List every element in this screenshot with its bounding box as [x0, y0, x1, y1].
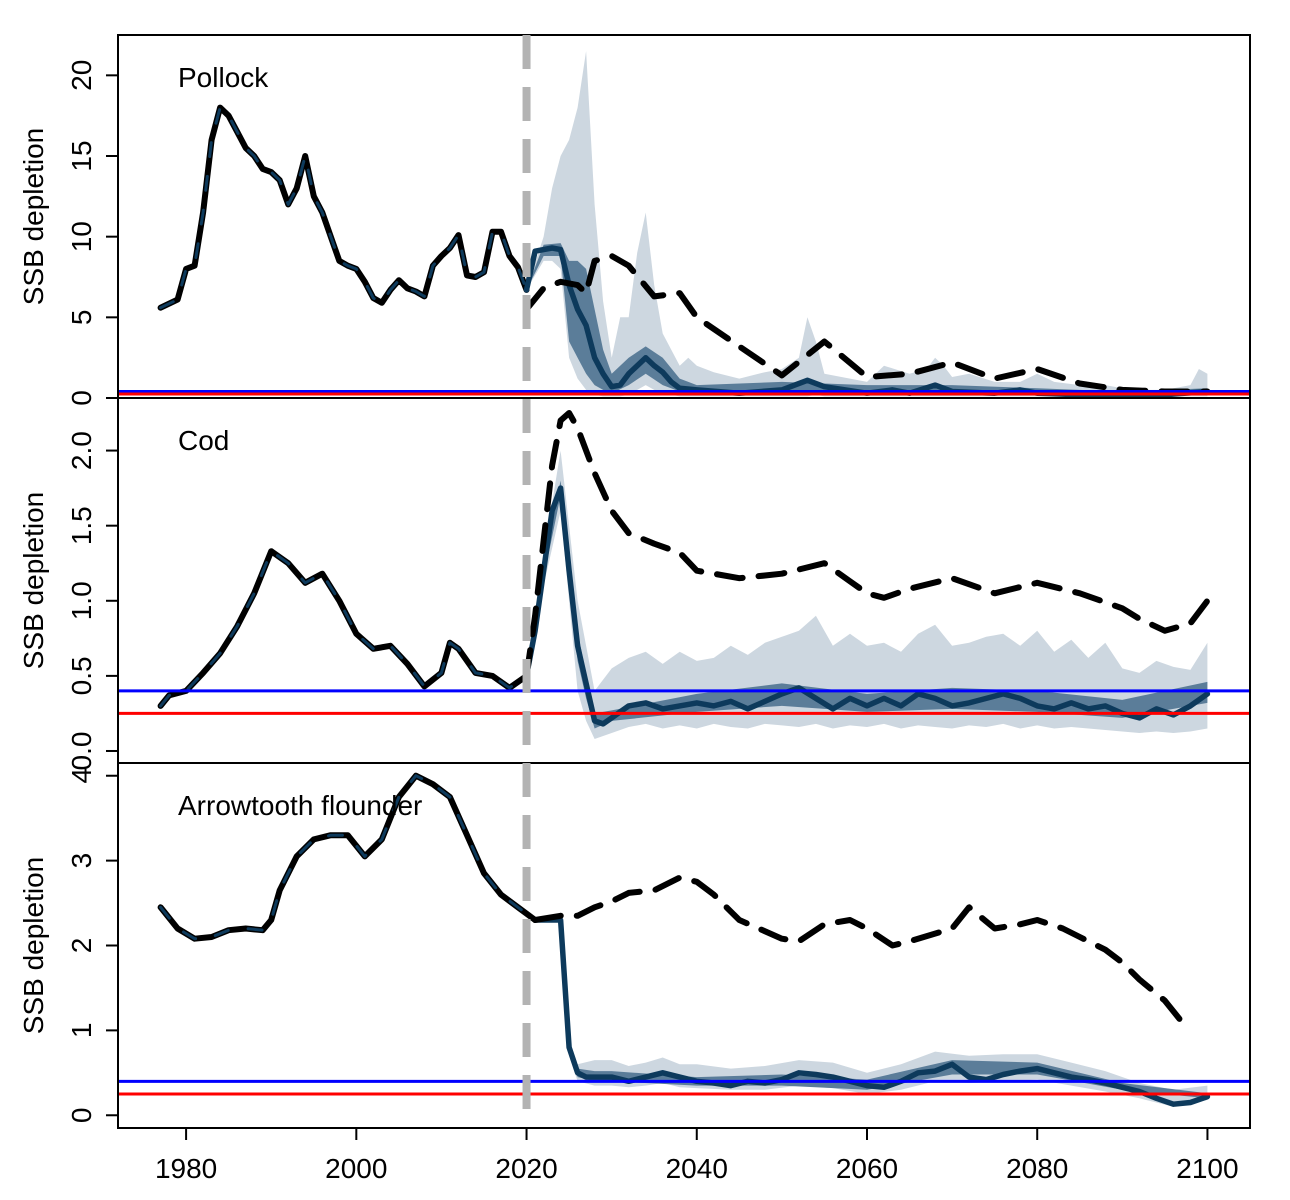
panel-3: Arrowtooth flounder 0 1 2 3 4 SSB depletion: [18, 762, 1251, 1129]
plot-area: [118, 410, 1250, 739]
panel-title: Pollock: [178, 62, 269, 93]
panel-frame: [117, 34, 1251, 399]
historical-overlay-line: [159, 774, 537, 941]
y-tick-label: 15: [66, 140, 97, 171]
y-tick-label: 20: [66, 60, 97, 91]
y-tick-label: 2: [66, 938, 97, 954]
projection-median-line: [523, 485, 1211, 727]
y-tick-label: 0.5: [66, 656, 97, 695]
y-axis-label: SSB depletion: [18, 128, 49, 305]
band-95-area: [535, 920, 1208, 1107]
x-tick-label: 2000: [325, 1153, 387, 1184]
x-tick-label: 2080: [1006, 1153, 1068, 1184]
band-95-area: [526, 450, 1208, 739]
panel-2: Cod 0.0 0.5 1.0 1.5 2.0 SSB depletion: [18, 397, 1251, 771]
y-tick-label: 2.0: [66, 431, 97, 470]
y-tick-label: 0.0: [66, 732, 97, 771]
y-tick-label: 1.0: [66, 581, 97, 620]
panel-title: Cod: [178, 425, 229, 456]
y-tick-label: 10: [66, 221, 97, 252]
x-tick-label: 1980: [155, 1153, 217, 1184]
panel-title: Arrowtooth flounder: [178, 790, 422, 821]
historical-line: [157, 548, 530, 709]
y-axis-label: SSB depletion: [18, 492, 49, 669]
y-tick-label: 0: [66, 1108, 97, 1124]
y-tick-label: 4: [66, 768, 97, 784]
x-tick-label: 2020: [495, 1153, 557, 1184]
y-tick-label: 0: [66, 390, 97, 406]
band-95-area: [526, 51, 1208, 397]
x-tick-label: 2100: [1176, 1153, 1238, 1184]
x-tick-label: 2060: [836, 1153, 898, 1184]
y-tick-label: 5: [66, 310, 97, 326]
projection-median-line: [532, 917, 1211, 1107]
historical-overlay-line: [159, 106, 528, 310]
band-50-area: [526, 480, 1208, 729]
panel-1: Pollock 0 5 10 15 20 SSB depletion: [18, 34, 1251, 406]
x-axis: 1980 2000 2020 2040 2060 2080 2100: [155, 1127, 1239, 1184]
band-50-area: [526, 243, 1208, 397]
x-tick-label: 2040: [666, 1153, 728, 1184]
historical-overlay-line: [159, 549, 528, 708]
plot-area: [118, 772, 1250, 1107]
y-tick-label: 3: [66, 853, 97, 869]
no-fishing-line: [523, 253, 1211, 395]
y-axis-label: SSB depletion: [18, 857, 49, 1034]
y-tick-label: 1.5: [66, 506, 97, 545]
no-fishing-line: [523, 410, 1211, 679]
no-fishing-line: [532, 874, 1185, 1025]
historical-line: [157, 104, 530, 311]
plot-area: [118, 51, 1250, 398]
y-tick-label: 1: [66, 1023, 97, 1039]
